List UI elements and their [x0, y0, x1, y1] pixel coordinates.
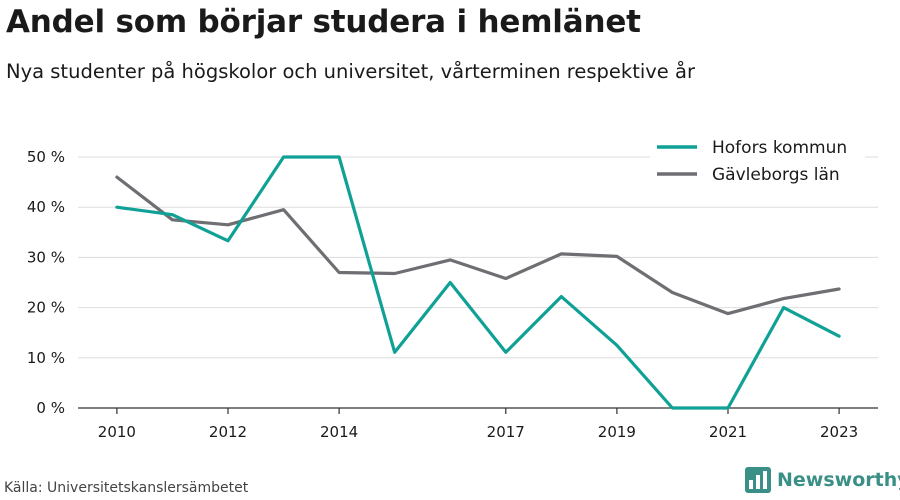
series-line-gavleborg [115, 175, 841, 316]
legend-label: Gävleborgs län [712, 165, 840, 185]
legend-box [650, 133, 865, 189]
legend-label: Hofors kommun [712, 138, 847, 158]
x-tick-label: 2023 [820, 423, 858, 441]
x-tick-label: 2012 [209, 423, 247, 441]
bar-chart-logo-icon [745, 467, 771, 493]
y-tick-label: 20 % [27, 299, 65, 317]
brand-name: Newsworthy [777, 469, 900, 491]
y-tick-label: 0 % [36, 399, 65, 417]
y-tick-label: 50 % [27, 148, 65, 166]
x-tick-label: 2010 [98, 423, 136, 441]
chart-title: Andel som börjar studera i hemlänet [6, 4, 641, 40]
chart-subtitle: Nya studenter på högskolor och universit… [6, 60, 695, 83]
source-note: Källa: Universitetskanslersämbetet [4, 480, 249, 496]
y-tick-label: 10 % [27, 349, 65, 367]
brand-logo[interactable]: Newsworthy [745, 467, 900, 493]
series-line-hofors [115, 155, 841, 410]
x-tick-label: 2019 [598, 423, 636, 441]
x-tick-label: 2021 [709, 423, 747, 441]
y-tick-label: 30 % [27, 248, 65, 266]
y-tick-label: 40 % [27, 198, 65, 216]
x-tick-label: 2017 [487, 423, 525, 441]
x-tick-label: 2014 [320, 423, 358, 441]
